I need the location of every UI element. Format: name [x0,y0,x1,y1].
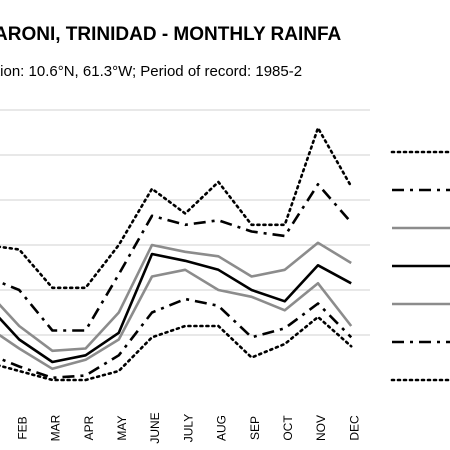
series-line-3 [0,241,352,353]
chart-subtitle: tion: 10.6°N, 61.3°W; Period of record: … [0,63,302,80]
series-line-4 [0,252,352,364]
x-tick-label: NOV [314,415,328,441]
x-tick-label: FEB [15,416,29,439]
legend [390,150,450,382]
series-lines [0,126,353,382]
series-line-6 [0,297,353,380]
x-tick-label: JULY [181,414,195,442]
x-tick-label: SEP [248,416,262,440]
series-line-2 [0,183,353,332]
x-tick-label: DEC [347,415,361,441]
x-tick-label: APR [82,415,96,440]
series-line-7 [0,315,353,382]
x-tick-label: OCT [281,415,295,441]
series-line-1 [0,126,353,290]
series-line-5 [0,268,353,371]
x-tick-label: MAY [115,415,129,440]
gridlines [0,109,370,336]
x-tick-label: MAR [49,414,63,441]
chart-title: ARONI, TRINIDAD - MONTHLY RAINFA [0,24,342,45]
x-tick-labels: JANFEBMARAPRMAYJUNEJULYAUGSEPOCTNOVDEC [15,412,361,443]
x-tick-label: JUNE [148,412,162,443]
x-tick-label: AUG [215,415,229,441]
